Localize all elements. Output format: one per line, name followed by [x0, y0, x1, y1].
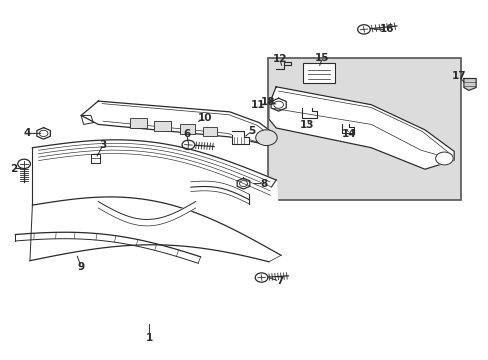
Text: 14: 14	[341, 129, 356, 139]
Bar	[154, 121, 171, 131]
Text: 6: 6	[183, 129, 190, 139]
Circle shape	[255, 130, 277, 145]
Text: 13: 13	[299, 121, 313, 130]
Text: 4: 4	[24, 129, 31, 138]
Bar	[203, 127, 216, 135]
Polygon shape	[32, 140, 281, 255]
Text: 16: 16	[379, 24, 393, 35]
Polygon shape	[268, 87, 453, 169]
Polygon shape	[463, 78, 475, 90]
Text: 11: 11	[250, 100, 265, 110]
Bar	[130, 118, 147, 129]
Text: 12: 12	[272, 54, 286, 64]
Polygon shape	[81, 101, 273, 144]
Text: 7: 7	[275, 276, 283, 286]
Text: 9: 9	[78, 262, 84, 272]
Bar	[303, 63, 334, 83]
Bar	[267, 58, 461, 200]
Text: 10: 10	[198, 113, 212, 123]
Text: 8: 8	[260, 179, 267, 189]
Text: 1: 1	[145, 333, 153, 343]
Polygon shape	[98, 202, 195, 226]
Circle shape	[435, 152, 452, 165]
Polygon shape	[232, 131, 249, 144]
Text: 17: 17	[451, 71, 466, 81]
Text: 5: 5	[248, 126, 255, 136]
Bar	[180, 125, 194, 134]
Text: 3: 3	[99, 140, 106, 150]
Text: 2: 2	[10, 163, 17, 174]
Text: 18: 18	[260, 97, 275, 107]
Polygon shape	[15, 232, 200, 263]
Text: 15: 15	[315, 53, 329, 63]
